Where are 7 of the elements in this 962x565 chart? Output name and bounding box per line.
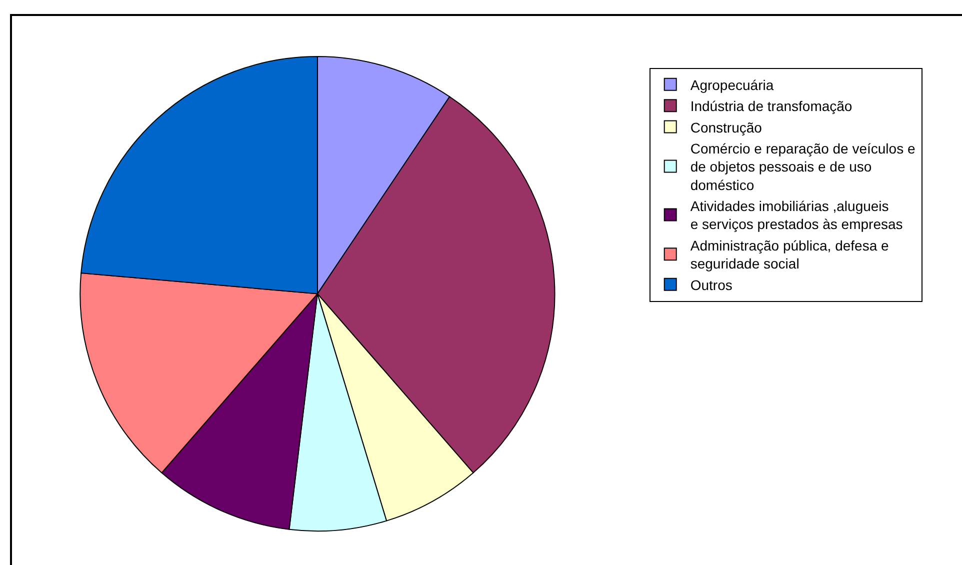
legend-label: Agropecuária [690,76,774,93]
legend-label: Indústria de transfomação [690,98,852,114]
legend-label: Administração pública, defesa e seguridade social [690,237,890,272]
legend-label: Construção [690,119,762,136]
legend-label: Atividades imobiliárias ,alugueis e serviços prestados às empresas [690,198,903,232]
legend-label: Outros [690,276,732,293]
legend-label: Comércio e reparação de veículos e de objetos pessoais e de uso doméstico [690,140,916,193]
